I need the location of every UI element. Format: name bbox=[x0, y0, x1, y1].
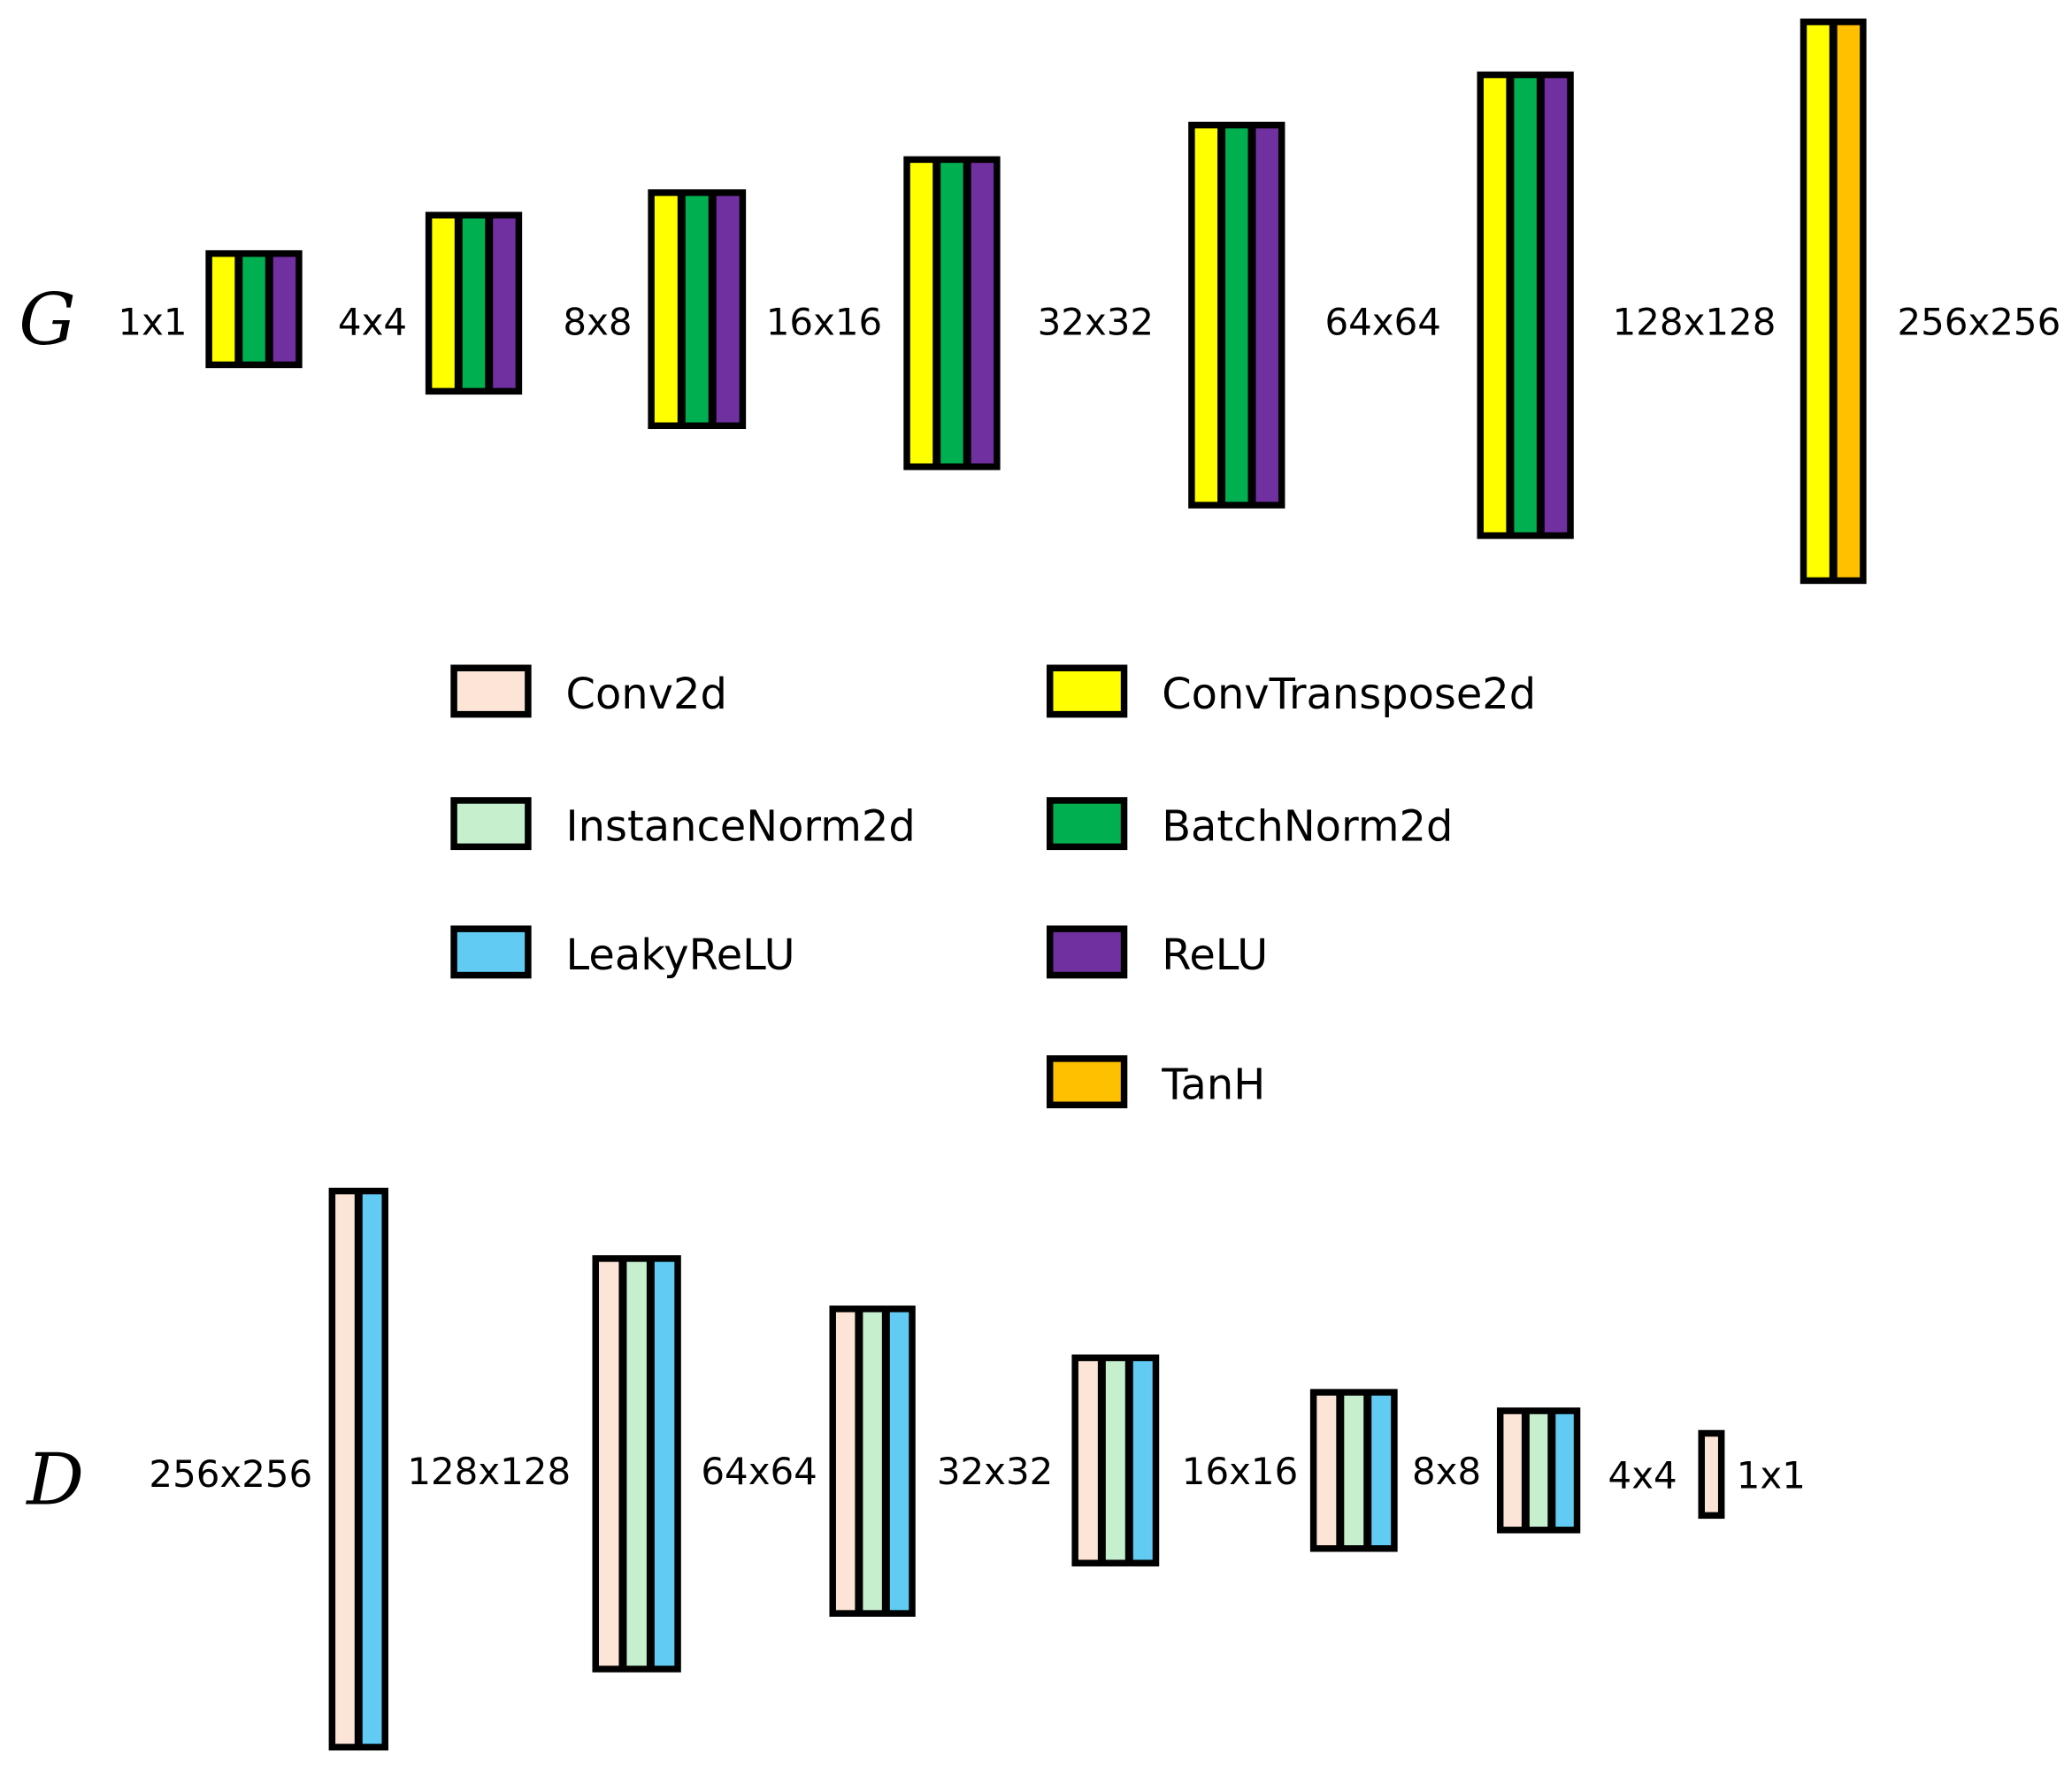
layer-conv2d bbox=[1078, 1360, 1098, 1560]
legend-swatch bbox=[1046, 797, 1128, 851]
layer-conv2d bbox=[835, 1312, 856, 1611]
generator-network: 1x1 4x4 8x8 16x16 32x32 64x64 128x128 256x256 bbox=[118, 18, 2060, 585]
legend: Conv2d InstanceNorm2d LeakyReLU ConvTranspo… bbox=[450, 664, 1536, 1110]
layer-leakyrelu bbox=[1371, 1395, 1392, 1546]
generator-block bbox=[1188, 121, 1285, 509]
discriminator-network: 256x256 128x128 64x64 32x32 16x16 8x8 4x4 1x1 bbox=[149, 1187, 1806, 1751]
layer-leakyrelu bbox=[1555, 1413, 1574, 1528]
discriminator-block bbox=[592, 1255, 681, 1673]
discriminator-size-label: 128x128 bbox=[407, 1450, 571, 1493]
layer-instancenorm2d bbox=[1344, 1395, 1364, 1546]
generator-size-label: 16x16 bbox=[766, 301, 882, 344]
discriminator-block bbox=[829, 1306, 916, 1617]
layer-convtranspose2d bbox=[1483, 78, 1507, 532]
legend-item: LeakyReLU bbox=[450, 925, 795, 980]
legend-item: Conv2d bbox=[450, 664, 727, 719]
layer-instancenorm2d bbox=[1105, 1360, 1125, 1560]
discriminator-size-label: 4x4 bbox=[1608, 1454, 1677, 1497]
generator-size-label: 256x256 bbox=[1897, 301, 2060, 344]
legend-swatch bbox=[1046, 925, 1128, 979]
layer-conv2d bbox=[1704, 1436, 1718, 1512]
layer-instancenorm2d bbox=[626, 1261, 647, 1666]
layer-relu bbox=[1255, 128, 1278, 502]
layer-conv2d bbox=[1503, 1413, 1522, 1528]
legend-item: TanH bbox=[1046, 1055, 1265, 1110]
layer-tanh bbox=[1837, 25, 1861, 578]
layer-relu bbox=[493, 218, 516, 388]
layer-batchnorm2d bbox=[940, 163, 963, 463]
layer-conv2d bbox=[598, 1261, 619, 1666]
layer-batchnorm2d bbox=[1225, 128, 1248, 502]
generator-block bbox=[648, 189, 747, 430]
legend-label: ReLU bbox=[1162, 931, 1268, 980]
layer-convtranspose2d bbox=[909, 163, 933, 463]
discriminator-size-label: 1x1 bbox=[1737, 1454, 1806, 1497]
layer-conv2d bbox=[1316, 1395, 1337, 1546]
legend-swatch bbox=[1046, 1055, 1128, 1108]
discriminator-size-label: 32x32 bbox=[937, 1450, 1053, 1493]
discriminator-block bbox=[1496, 1407, 1581, 1534]
generator-size-label: 8x8 bbox=[563, 301, 632, 344]
legend-swatch bbox=[450, 664, 532, 718]
layer-relu bbox=[1544, 78, 1568, 532]
layer-convtranspose2d bbox=[1807, 25, 1830, 578]
legend-swatch bbox=[450, 797, 532, 851]
layer-batchnorm2d bbox=[242, 257, 265, 362]
discriminator-size-label: 8x8 bbox=[1412, 1450, 1481, 1493]
layer-leakyrelu bbox=[889, 1312, 909, 1611]
legend-item: InstanceNorm2d bbox=[450, 797, 916, 852]
discriminator-size-label: 64x64 bbox=[701, 1450, 817, 1493]
generator-block bbox=[903, 156, 1001, 471]
layer-relu bbox=[971, 163, 994, 463]
legend-label: InstanceNorm2d bbox=[566, 803, 916, 852]
legend-label: TanH bbox=[1161, 1061, 1265, 1110]
layer-relu bbox=[716, 195, 740, 423]
layer-batchnorm2d bbox=[1514, 78, 1537, 532]
generator-size-label: 32x32 bbox=[1038, 301, 1154, 344]
legend-label: ConvTranspose2d bbox=[1162, 670, 1536, 719]
legend-item: ConvTranspose2d bbox=[1046, 664, 1536, 719]
layer-instancenorm2d bbox=[863, 1312, 882, 1611]
layer-conv2d bbox=[335, 1194, 355, 1744]
layer-instancenorm2d bbox=[1529, 1413, 1548, 1528]
generator-size-label: 64x64 bbox=[1324, 301, 1440, 344]
layer-leakyrelu bbox=[654, 1261, 675, 1666]
legend-label: LeakyReLU bbox=[566, 931, 795, 980]
discriminator-block bbox=[328, 1187, 388, 1751]
discriminator-size-label: 256x256 bbox=[149, 1452, 312, 1496]
layer-leakyrelu bbox=[1132, 1360, 1153, 1560]
generator-block bbox=[425, 211, 523, 395]
generator-size-label: 1x1 bbox=[118, 301, 187, 344]
layer-batchnorm2d bbox=[462, 218, 486, 388]
layer-leakyrelu bbox=[362, 1194, 382, 1744]
generator-block bbox=[1477, 71, 1574, 540]
discriminator-size-label: 16x16 bbox=[1182, 1450, 1298, 1493]
layer-relu bbox=[272, 257, 296, 362]
generator-size-label: 4x4 bbox=[338, 301, 407, 344]
discriminator-block bbox=[1698, 1429, 1725, 1520]
generator-title: G bbox=[19, 279, 76, 362]
legend-swatch bbox=[450, 925, 532, 979]
layer-convtranspose2d bbox=[211, 257, 235, 362]
discriminator-block bbox=[1071, 1354, 1160, 1566]
legend-label: BatchNorm2d bbox=[1162, 803, 1453, 852]
generator-block bbox=[205, 249, 303, 369]
legend-item: BatchNorm2d bbox=[1046, 797, 1453, 852]
layer-batchnorm2d bbox=[685, 195, 709, 423]
legend-swatch bbox=[1046, 664, 1128, 718]
layer-convtranspose2d bbox=[654, 195, 678, 423]
discriminator-title: D bbox=[25, 1439, 84, 1522]
legend-label: Conv2d bbox=[566, 670, 727, 719]
layer-convtranspose2d bbox=[432, 218, 455, 388]
layer-convtranspose2d bbox=[1194, 128, 1218, 502]
discriminator-block bbox=[1309, 1389, 1398, 1552]
generator-block bbox=[1800, 18, 1867, 585]
legend-item: ReLU bbox=[1046, 925, 1268, 980]
generator-size-label: 128x128 bbox=[1613, 301, 1777, 344]
